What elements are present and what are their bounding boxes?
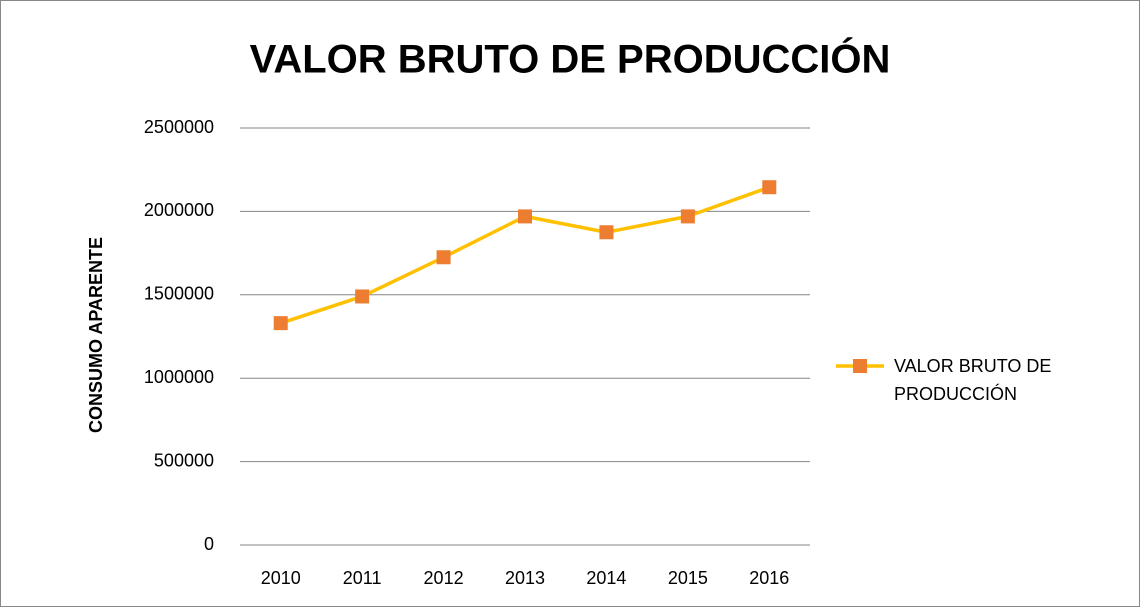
marker [599, 225, 614, 240]
x-tick-label: 2016 [749, 568, 789, 588]
x-tick-label: 2015 [668, 568, 708, 588]
y-tick-label: 1000000 [144, 367, 214, 387]
marker [436, 250, 451, 265]
y-axis-label: CONSUMO APARENTE [86, 237, 106, 433]
y-tick-label: 2500000 [144, 117, 214, 137]
marker [355, 289, 370, 304]
x-tick-label: 2010 [261, 568, 301, 588]
marker [273, 316, 288, 331]
y-tick-label: 1500000 [144, 284, 214, 304]
x-tick-label: 2011 [343, 568, 382, 588]
x-tick-label: 2012 [424, 568, 464, 588]
chart-title: VALOR BRUTO DE PRODUCCIÓN [250, 36, 891, 82]
x-tick-label: 2013 [505, 568, 545, 588]
legend-marker [853, 359, 867, 373]
y-tick-label: 500000 [154, 450, 214, 470]
marker [762, 180, 777, 195]
y-tick-label: 2000000 [144, 200, 214, 220]
marker [680, 209, 695, 224]
marker [518, 209, 532, 224]
legend-label: VALOR BRUTO DE PRODUCCIÓN [894, 356, 1052, 404]
y-tick-label: 0 [204, 534, 214, 554]
x-tick-label: 2014 [586, 568, 626, 588]
